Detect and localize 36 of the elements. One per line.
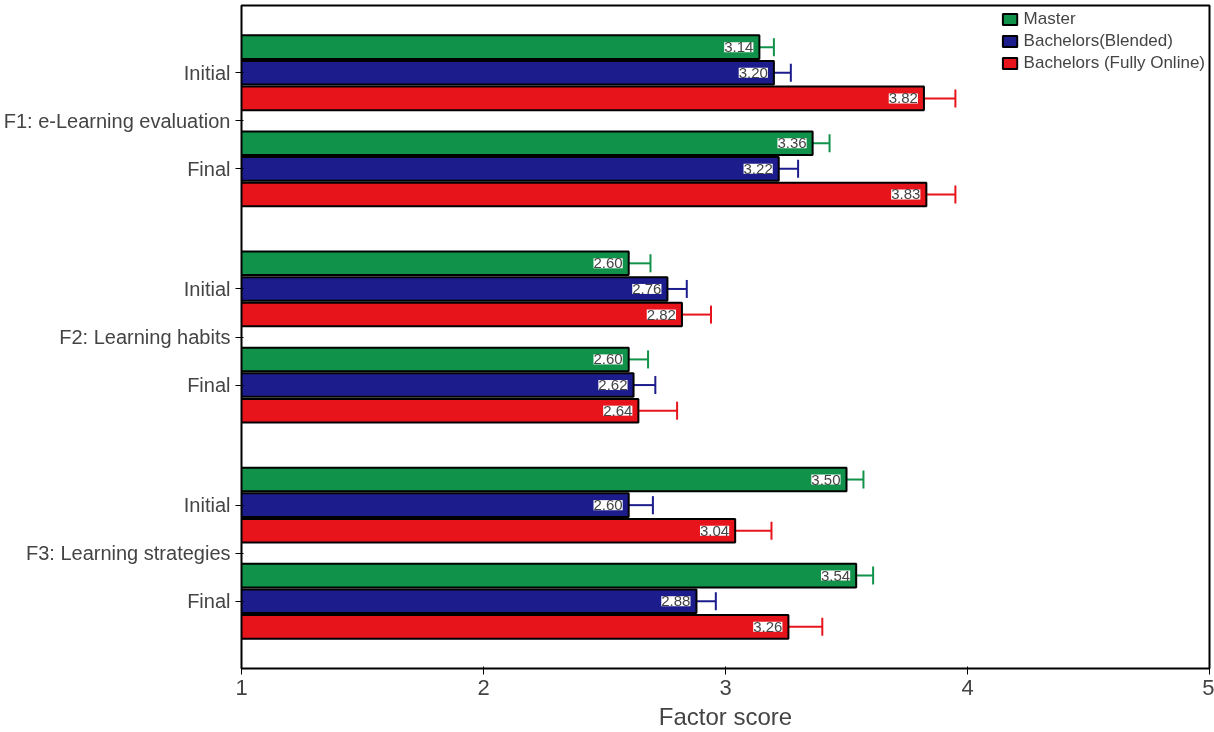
data-label: 2.76: [632, 279, 662, 297]
data-label: 3.04: [699, 521, 730, 539]
data-label: 2.62: [598, 376, 628, 394]
y-tick-label: Final: [187, 590, 231, 613]
x-axis-title: Factor score: [658, 702, 793, 730]
x-tick-label: 2: [477, 674, 490, 700]
data-label: 2.60: [593, 254, 623, 272]
text: F1: e-Learning evaluation: [3, 109, 231, 132]
data-label: 3.82: [888, 89, 918, 107]
data-label: 2.60: [593, 350, 623, 368]
data-label: 2.64: [603, 401, 633, 419]
data-label: 2.82: [646, 305, 676, 323]
data-label: 3.54: [820, 566, 851, 584]
legend-label: Bachelors(Blended): [1023, 31, 1173, 51]
y-tick-label: Final: [187, 374, 231, 397]
data-label: 3.20: [738, 63, 768, 81]
y-tick-label: Initial: [183, 494, 231, 517]
data-label: 2.88: [661, 592, 691, 610]
data-label: 3.14: [724, 38, 754, 56]
x-tick-label: 3: [719, 674, 732, 700]
x-tick-label: 1: [235, 674, 248, 700]
data-label: 3.26: [753, 617, 783, 635]
text: F2: Learning habits: [59, 326, 231, 348]
data-label: 3.36: [777, 134, 807, 152]
y-tick-label: Initial: [183, 61, 231, 84]
data-label: 3.22: [743, 159, 773, 177]
data-label: 3.50: [811, 470, 841, 488]
legend-label: Bachelors (Fully Online): [1023, 53, 1205, 73]
y-tick-label: Final: [187, 157, 231, 180]
legend-label: Master: [1023, 9, 1076, 29]
data-label: 3.83: [891, 185, 921, 203]
x-tick-label: 5: [1202, 674, 1214, 700]
y-tick-label: Initial: [183, 277, 231, 300]
x-tick-label: 4: [961, 674, 974, 700]
text: F3: Learning strategies: [25, 542, 231, 565]
data-label: 2.60: [593, 496, 623, 514]
